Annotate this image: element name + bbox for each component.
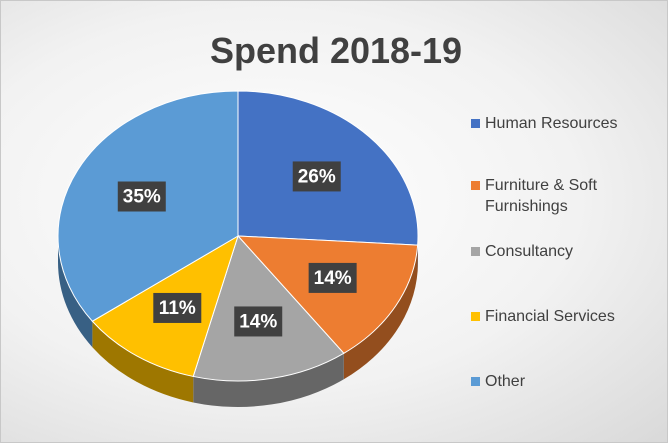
legend-item: Furniture & Soft Furnishings — [471, 175, 661, 217]
pie-side — [92, 321, 194, 403]
pie-side — [193, 353, 344, 407]
data-label: 35% — [123, 187, 161, 208]
data-label: 14% — [314, 268, 352, 289]
legend-item: Human Resources — [471, 113, 661, 134]
data-label: 14% — [239, 311, 277, 332]
data-label: 11% — [159, 298, 196, 319]
legend-swatch — [471, 312, 480, 321]
legend-item: Other — [471, 371, 661, 392]
legend-swatch — [471, 119, 480, 128]
data-label-box — [308, 262, 357, 293]
legend-swatch — [471, 247, 480, 256]
legend-item: Consultancy — [471, 241, 661, 262]
data-label-box — [153, 292, 202, 323]
legend-label: Consultancy — [485, 243, 574, 260]
data-label-box — [117, 181, 166, 212]
pie-side — [58, 236, 93, 348]
legend-item: Financial Services — [471, 306, 661, 327]
data-label: 26% — [298, 166, 336, 187]
legend-label: Financial Services — [485, 308, 615, 325]
legend-label: Furniture & Soft Furnishings — [485, 177, 598, 215]
pie-slice — [236, 235, 419, 354]
legend-swatch — [471, 377, 480, 386]
data-label-box — [234, 306, 283, 337]
data-label-box — [292, 161, 341, 192]
chart-title: Spend 2018-19 — [210, 30, 462, 71]
legend-label: Other — [485, 373, 526, 390]
legend-swatch — [471, 181, 480, 190]
pie-side — [343, 245, 418, 380]
legend-label: Human Resources — [485, 115, 618, 132]
